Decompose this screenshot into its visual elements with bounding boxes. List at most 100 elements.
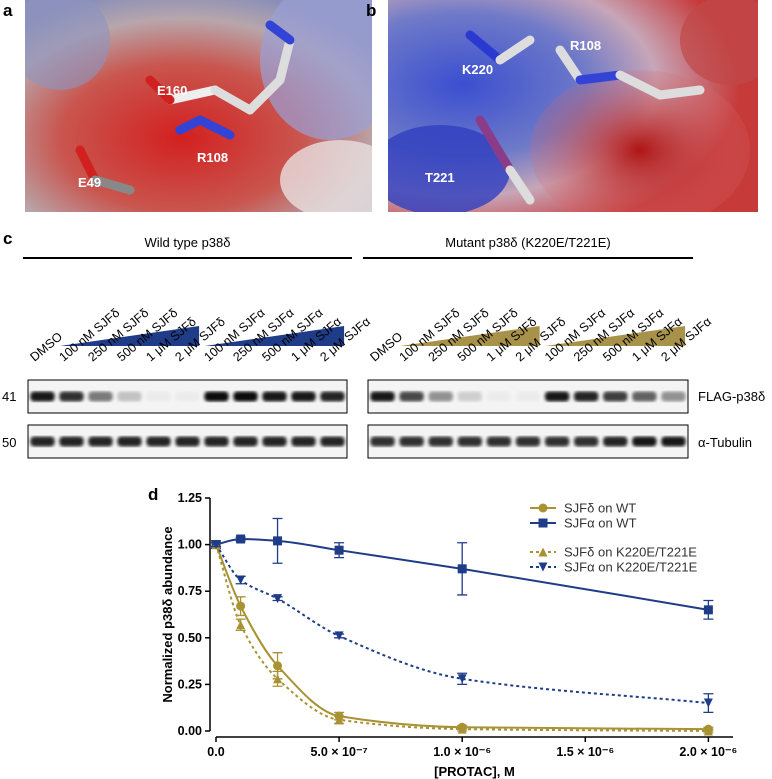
blot-band [487, 392, 511, 402]
group-title: Mutant p38δ (K220E/T221E) [445, 235, 611, 250]
blot-band [204, 436, 229, 447]
blot-band [30, 436, 55, 447]
blot-band [320, 391, 345, 402]
dose-wedge [545, 326, 686, 346]
residue-label: E49 [78, 175, 101, 190]
blot-band [146, 436, 171, 447]
residue-label: K220 [462, 62, 493, 77]
y-tick-label: 1.25 [178, 491, 202, 505]
dose-wedge [204, 326, 345, 346]
data-point [273, 661, 283, 671]
group-title: Wild type p38δ [145, 235, 231, 250]
blot-band [59, 391, 84, 402]
legend-label: SJFδ on K220E/T221E [564, 545, 697, 560]
blot-band [399, 436, 424, 447]
data-point [703, 605, 713, 615]
blot-band [603, 436, 628, 447]
data-point [457, 674, 467, 684]
x-tick-label: 0.0 [207, 745, 224, 759]
panel-label: a [3, 1, 13, 20]
blot-row-label: α-Tubulin [698, 435, 752, 450]
blot-band [117, 391, 142, 402]
blot-band [262, 436, 287, 447]
x-tick-label: 2.0 × 10⁻⁶ [679, 745, 737, 759]
blot-band [603, 391, 628, 402]
data-point [457, 564, 467, 574]
legend-marker [538, 518, 548, 528]
x-tick-label: 5.0 × 10⁻⁷ [310, 745, 367, 759]
y-tick-label: 0.00 [178, 724, 202, 738]
blot-band [516, 392, 540, 402]
blot-band [204, 391, 229, 402]
blot-band [573, 436, 599, 447]
data-point [703, 726, 713, 736]
data-point [273, 594, 283, 604]
data-point [457, 724, 467, 734]
blot-band [88, 391, 113, 402]
y-tick-label: 0.50 [178, 631, 202, 645]
x-tick-label: 1.5 × 10⁻⁶ [556, 745, 614, 759]
data-point [334, 545, 344, 555]
blot-band [175, 436, 200, 447]
data-point [334, 631, 344, 641]
residue-label: R108 [570, 38, 601, 53]
mw-marker: 41 [2, 389, 16, 404]
y-tick-label: 1.00 [178, 538, 202, 552]
dose-wedge [400, 326, 540, 346]
y-tick-label: 0.75 [178, 584, 202, 598]
blot-band [117, 436, 142, 447]
data-point [236, 601, 246, 611]
legend-marker [538, 547, 548, 557]
blot-band [291, 436, 316, 447]
blot-band [544, 391, 570, 402]
blot-band [30, 391, 55, 402]
blot-band [515, 436, 541, 447]
data-point [273, 674, 283, 684]
blot-band [632, 391, 657, 402]
blot-band [175, 392, 199, 402]
blot-band [370, 391, 395, 402]
residue-label: R108 [197, 150, 228, 165]
y-tick-label: 0.25 [178, 677, 202, 691]
legend-label: SJFα on K220E/T221E [564, 560, 698, 575]
residue-label: E160 [157, 83, 187, 98]
lane-label: DMSO [27, 329, 65, 364]
blot-band [486, 436, 512, 447]
blot-band [544, 436, 570, 447]
data-point [236, 534, 246, 544]
blot-band [661, 436, 686, 447]
blot-band [88, 436, 113, 447]
blot-band [320, 436, 345, 447]
data-point [334, 715, 344, 725]
panel-label: d [148, 485, 158, 504]
data-point [273, 536, 283, 546]
blot-band [661, 391, 686, 402]
blot-band [233, 436, 258, 447]
legend-label: SJFα on WT [564, 516, 637, 531]
blot-band [428, 391, 453, 402]
x-tick-label: 1.0 × 10⁻⁶ [433, 745, 491, 759]
mw-marker: 50 [2, 435, 16, 450]
residue-label: T221 [425, 170, 455, 185]
data-point [703, 698, 713, 708]
dose-wedge [59, 326, 200, 346]
blot-row-label: FLAG-p38δ [698, 389, 765, 404]
blot-band [146, 392, 170, 402]
blot-band [291, 391, 316, 402]
legend-label: SJFδ on WT [564, 501, 636, 516]
panel-label: c [3, 229, 12, 248]
blot-band [59, 436, 84, 447]
blot-band [370, 436, 395, 447]
data-point [236, 575, 246, 585]
legend-marker [538, 562, 548, 572]
blot-band [262, 391, 287, 402]
lane-label: DMSO [367, 329, 405, 364]
panel-label: b [366, 1, 376, 20]
y-axis-label: Normalized p38δ abundance [160, 526, 175, 702]
data-point [211, 540, 221, 550]
blot-band [457, 391, 483, 402]
structure-b: R108 K220 T221 [388, 0, 758, 212]
structure-a: E160 R108 E49 [25, 0, 372, 212]
legend-marker [538, 503, 548, 513]
